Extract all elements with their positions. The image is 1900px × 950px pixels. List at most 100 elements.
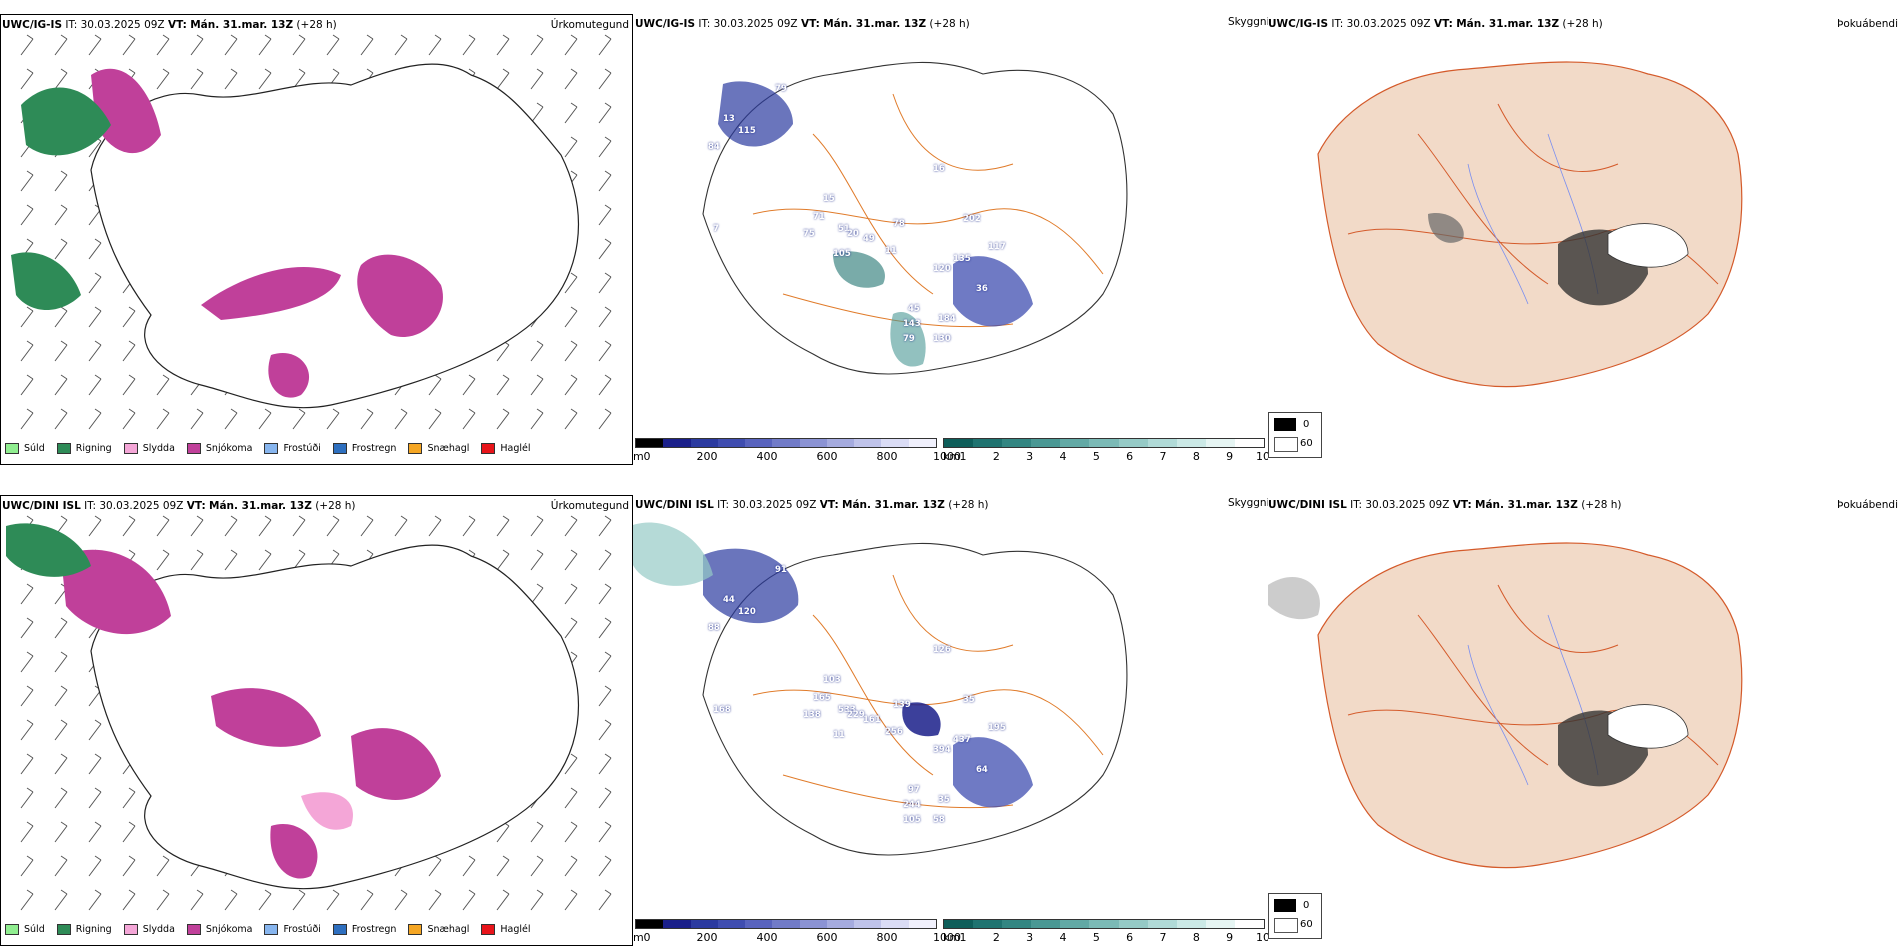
wind-barb [156,889,170,911]
iceland-land [1317,542,1743,869]
road-network [752,93,1104,328]
visibility-value-label: 130 [933,334,951,344]
visibility-value-label: 103 [823,675,841,685]
rain-area [21,87,111,156]
colorbar-tick-label: 600 [816,931,838,944]
colorbar-tick-label: 4 [1059,450,1067,463]
wind-barb [54,787,68,809]
visibility-value-label: 71 [813,212,825,222]
wind-barb [54,306,68,328]
wind-barb [258,68,272,90]
low-vis-area [890,312,926,367]
wind-barb [54,685,68,707]
visibility-value-label: 84 [708,142,720,152]
wind-barb [54,821,68,843]
visibility-value-label: 15 [823,194,835,204]
colorbar-segment [1089,920,1119,928]
snow-area [357,254,443,337]
colorbar-segment [717,439,746,447]
fog-panel-row2: UWC/DINI ISL IT: 30.03.2025 09Z VT: Mán.… [1268,495,1900,946]
legend-label: Rigning [75,924,112,935]
wind-barb [564,821,578,843]
wind-barb [360,515,374,537]
wind-barb [530,549,544,571]
wind-barb [224,889,238,911]
fog-legend-label: 60 [1300,919,1313,930]
legend-item: Súld [5,443,45,454]
colorbar-segment [772,439,800,447]
wind-barb [598,306,612,328]
wind-barb [190,34,204,56]
wind-barb [428,855,442,877]
colorbar-segment [1118,439,1148,447]
wind-barb [88,515,102,537]
wind-barb [156,515,170,537]
colorbar-tick-label: 5 [1092,450,1100,463]
colorbar-segment [908,439,936,447]
wind-barb [598,68,612,90]
wind-barb [598,238,612,260]
low-vis-area [953,256,1033,327]
wind-barb [598,855,612,877]
wind-barb [564,374,578,396]
wind-barb [598,583,612,605]
wind-barb [326,515,340,537]
colorbar-m: m 0 200 400 600 800 1000 [633,919,961,945]
wind-barb [20,204,34,226]
visibility-panel-row1: UWC/IG-IS IT: 30.03.2025 09Z VT: Mán. 31… [633,14,1268,465]
wind-barb [54,238,68,260]
colorbar-segment [1060,920,1090,928]
precip-map-row2 [6,515,612,911]
visibility-value-label: 437 [953,735,971,745]
wind-barb [20,685,34,707]
wind-barb [530,583,544,605]
visibility-value-label: 58 [933,815,945,825]
wind-barb [496,549,510,571]
legend-swatch [5,443,19,454]
wind-barb [54,34,68,56]
visibility-value-label: 244 [903,800,921,810]
glacier [1607,704,1689,749]
wind-barb [564,753,578,775]
colorbar-segment [944,439,974,447]
panel-header: UWC/IG-IS IT: 30.03.2025 09Z VT: Mán. 31… [1268,18,1603,30]
visibility-value-label: 16 [933,164,945,174]
wind-barb [88,238,102,260]
low-vis-area [953,737,1033,808]
wind-barb [428,374,442,396]
wind-barb [530,68,544,90]
visibility-value-label: 13 [723,114,735,124]
wind-barb [564,136,578,158]
colorbar-segment [881,920,909,928]
colorbar-segment [973,920,1003,928]
wind-barb [530,374,544,396]
visibility-value-label: 45 [908,304,920,314]
wind-barb [598,136,612,158]
colorbar-tick-label: 600 [816,450,838,463]
legend-item: Frostúði [264,924,321,935]
wind-barb [122,855,136,877]
fog-legend-row2: 0 60 [1268,893,1322,939]
colorbar-tick-label: 6 [1126,931,1134,944]
wind-barb [598,685,612,707]
wind-barb [598,515,612,537]
wind-barb [190,68,204,90]
wind-barb [564,102,578,124]
visibility-value-label: 7 [713,224,719,234]
legend-swatch [56,924,71,935]
legend-item: Snæhagl [408,924,469,935]
panel-header: UWC/DINI ISL IT: 30.03.2025 09Z VT: Mán.… [1268,499,1622,511]
wind-barb [564,889,578,911]
legend-swatch [5,924,19,935]
fog-legend-label: 0 [1303,419,1310,430]
legend-label: Súld [24,443,45,454]
legend-item: Frostregn [332,924,396,935]
wind-barb [292,515,306,537]
panel-header: UWC/DINI ISL IT: 30.03.2025 09Z VT: Mán.… [635,499,989,511]
fog-legend-white-swatch [1274,918,1298,933]
legend-label: Snæhagl [427,443,470,454]
wind-barb [530,34,544,56]
fog-panel-row1: UWC/IG-IS IT: 30.03.2025 09Z VT: Mán. 31… [1268,14,1900,465]
legend-item: Frostúði [264,443,321,454]
legend-item: Slydda [123,443,175,454]
